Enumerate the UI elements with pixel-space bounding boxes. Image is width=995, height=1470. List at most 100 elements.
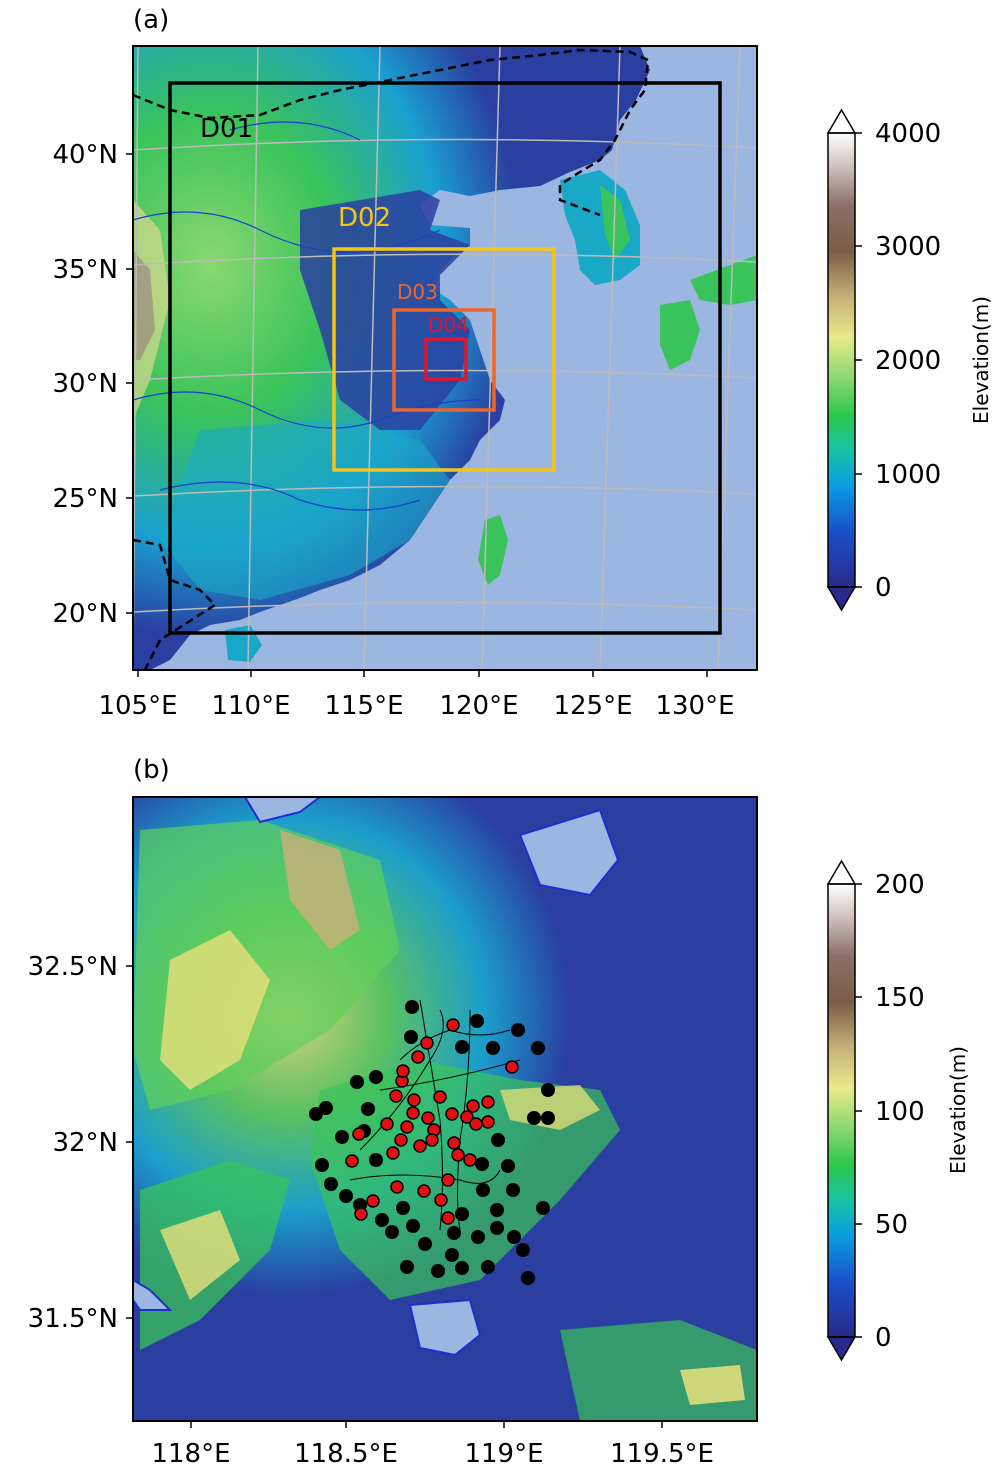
y-tick-35: 35°N [52,255,118,285]
station-red [390,1180,404,1194]
station-black [491,1133,505,1147]
x-tick-119: 119°E [464,1439,543,1469]
station-red [466,1099,480,1113]
station-black [501,1159,515,1173]
cb-b-tick-100: 100 [875,1097,925,1127]
station-red [451,1148,465,1162]
panel-b-frame [132,796,758,1422]
station-red [366,1194,380,1208]
station-black [455,1040,469,1054]
cb-a-title: Elevation(m) [969,296,993,424]
station-red [421,1111,435,1125]
station-black [335,1130,349,1144]
lake-s [408,1298,482,1357]
station-red [417,1184,431,1198]
station-black [375,1213,389,1227]
panel-b-colorbar [826,859,862,1362]
y-tick-40: 40°N [52,140,118,170]
domain-d01-box [168,81,722,635]
station-red [420,1036,434,1050]
panel-a-y-ticks [126,153,133,614]
cb-a-tick-1000: 1000 [875,460,941,490]
panel-b-y-ticks [126,965,133,1319]
station-red [407,1093,421,1107]
domain-d02-box [332,247,556,472]
station-black [527,1111,541,1125]
station-black [531,1041,545,1055]
domain-d04-box [424,337,468,381]
station-black [447,1226,461,1240]
red-stations [345,1018,519,1225]
station-red [413,1139,427,1153]
station-red [481,1115,495,1129]
cb-b-tick-150: 150 [875,983,925,1013]
station-black [418,1237,432,1251]
station-red [481,1095,495,1109]
station-black [536,1201,550,1215]
station-red [433,1090,447,1104]
lake-w [133,1278,173,1311]
station-red [463,1153,477,1167]
station-red [389,1089,403,1103]
cb-b-title: Elevation(m) [946,1046,970,1174]
station-red [441,1173,455,1187]
domain-d04-label: D04 [428,313,469,337]
lake-ne [518,808,620,897]
station-red [354,1207,368,1221]
east-hills [500,1085,600,1130]
station-red [396,1064,410,1078]
station-black [339,1189,353,1203]
rivers [133,121,481,511]
station-black [521,1271,535,1285]
station-black [400,1260,414,1274]
station-black [476,1183,490,1197]
station-black [507,1230,521,1244]
station-red [469,1117,483,1131]
country-border [133,48,650,217]
japan-honshu [690,255,757,305]
panel-a-frame [132,45,758,671]
x-tick-115: 115°E [324,691,403,721]
station-black [431,1264,445,1278]
domain-d02-label: D02 [338,203,391,233]
station-black [350,1075,364,1089]
station-red [445,1107,459,1121]
cb-a-tick-3000: 3000 [875,232,941,262]
station-black [516,1243,530,1257]
cb-a-tick-2000: 2000 [875,346,941,376]
domain-d01-label: D01 [200,114,253,144]
tibetan-edge [133,250,155,360]
panel-b-label: (b) [133,755,170,785]
panel-a-colorbar [826,108,862,612]
station-red [380,1117,394,1131]
x-tick-118-5: 118.5°E [294,1439,398,1469]
station-black [406,1219,420,1233]
cb-b-tick-200: 200 [875,870,925,900]
y-tick-20: 20°N [52,599,118,629]
south-hills [160,420,450,600]
station-black [490,1221,504,1235]
station-black [541,1083,555,1097]
lake-n [243,797,322,824]
x-tick-110: 110°E [211,691,290,721]
station-black [455,1261,469,1275]
station-black [361,1102,375,1116]
x-tick-119-5: 119.5°E [610,1439,714,1469]
station-black [481,1260,495,1274]
southwest-border [133,538,217,670]
station-black [396,1201,410,1215]
domain-d03-box [392,308,496,412]
station-red [460,1110,474,1124]
cb-b-tick-0: 0 [875,1323,892,1353]
station-black [470,1014,484,1028]
station-red [400,1120,414,1134]
station-black [486,1041,500,1055]
station-red [352,1127,366,1141]
sw-peaks [160,1210,240,1300]
station-red [345,1154,359,1168]
station-red [505,1060,519,1074]
station-black [541,1111,555,1125]
station-black [404,1030,418,1044]
station-red [425,1133,439,1147]
station-black [511,1023,525,1037]
